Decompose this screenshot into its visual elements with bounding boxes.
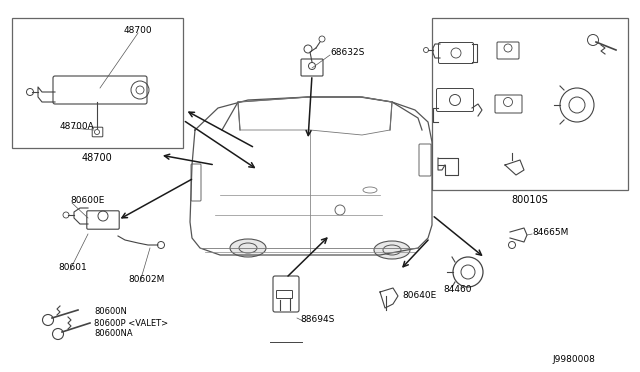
Text: 48700: 48700	[124, 26, 152, 35]
Text: 80600N: 80600N	[94, 308, 127, 317]
Text: 80601: 80601	[58, 263, 87, 273]
Text: J9980008: J9980008	[552, 356, 595, 365]
Text: 84665M: 84665M	[532, 228, 568, 237]
Text: 80010S: 80010S	[511, 195, 548, 205]
Ellipse shape	[230, 239, 266, 257]
Text: 80600P <VALET>: 80600P <VALET>	[94, 318, 168, 327]
Text: 80600NA: 80600NA	[94, 330, 132, 339]
Text: 84460: 84460	[444, 285, 472, 295]
Text: 88694S: 88694S	[300, 315, 334, 324]
Bar	[12, 18, 183, 148]
Bar	[432, 18, 628, 190]
Ellipse shape	[374, 241, 410, 259]
Text: 80602M: 80602M	[128, 276, 164, 285]
Text: 68632S: 68632S	[330, 48, 364, 57]
Text: 80640E: 80640E	[402, 291, 436, 299]
Text: 48700A: 48700A	[60, 122, 95, 131]
Text: 48700: 48700	[82, 153, 113, 163]
Text: 80600E: 80600E	[70, 196, 104, 205]
